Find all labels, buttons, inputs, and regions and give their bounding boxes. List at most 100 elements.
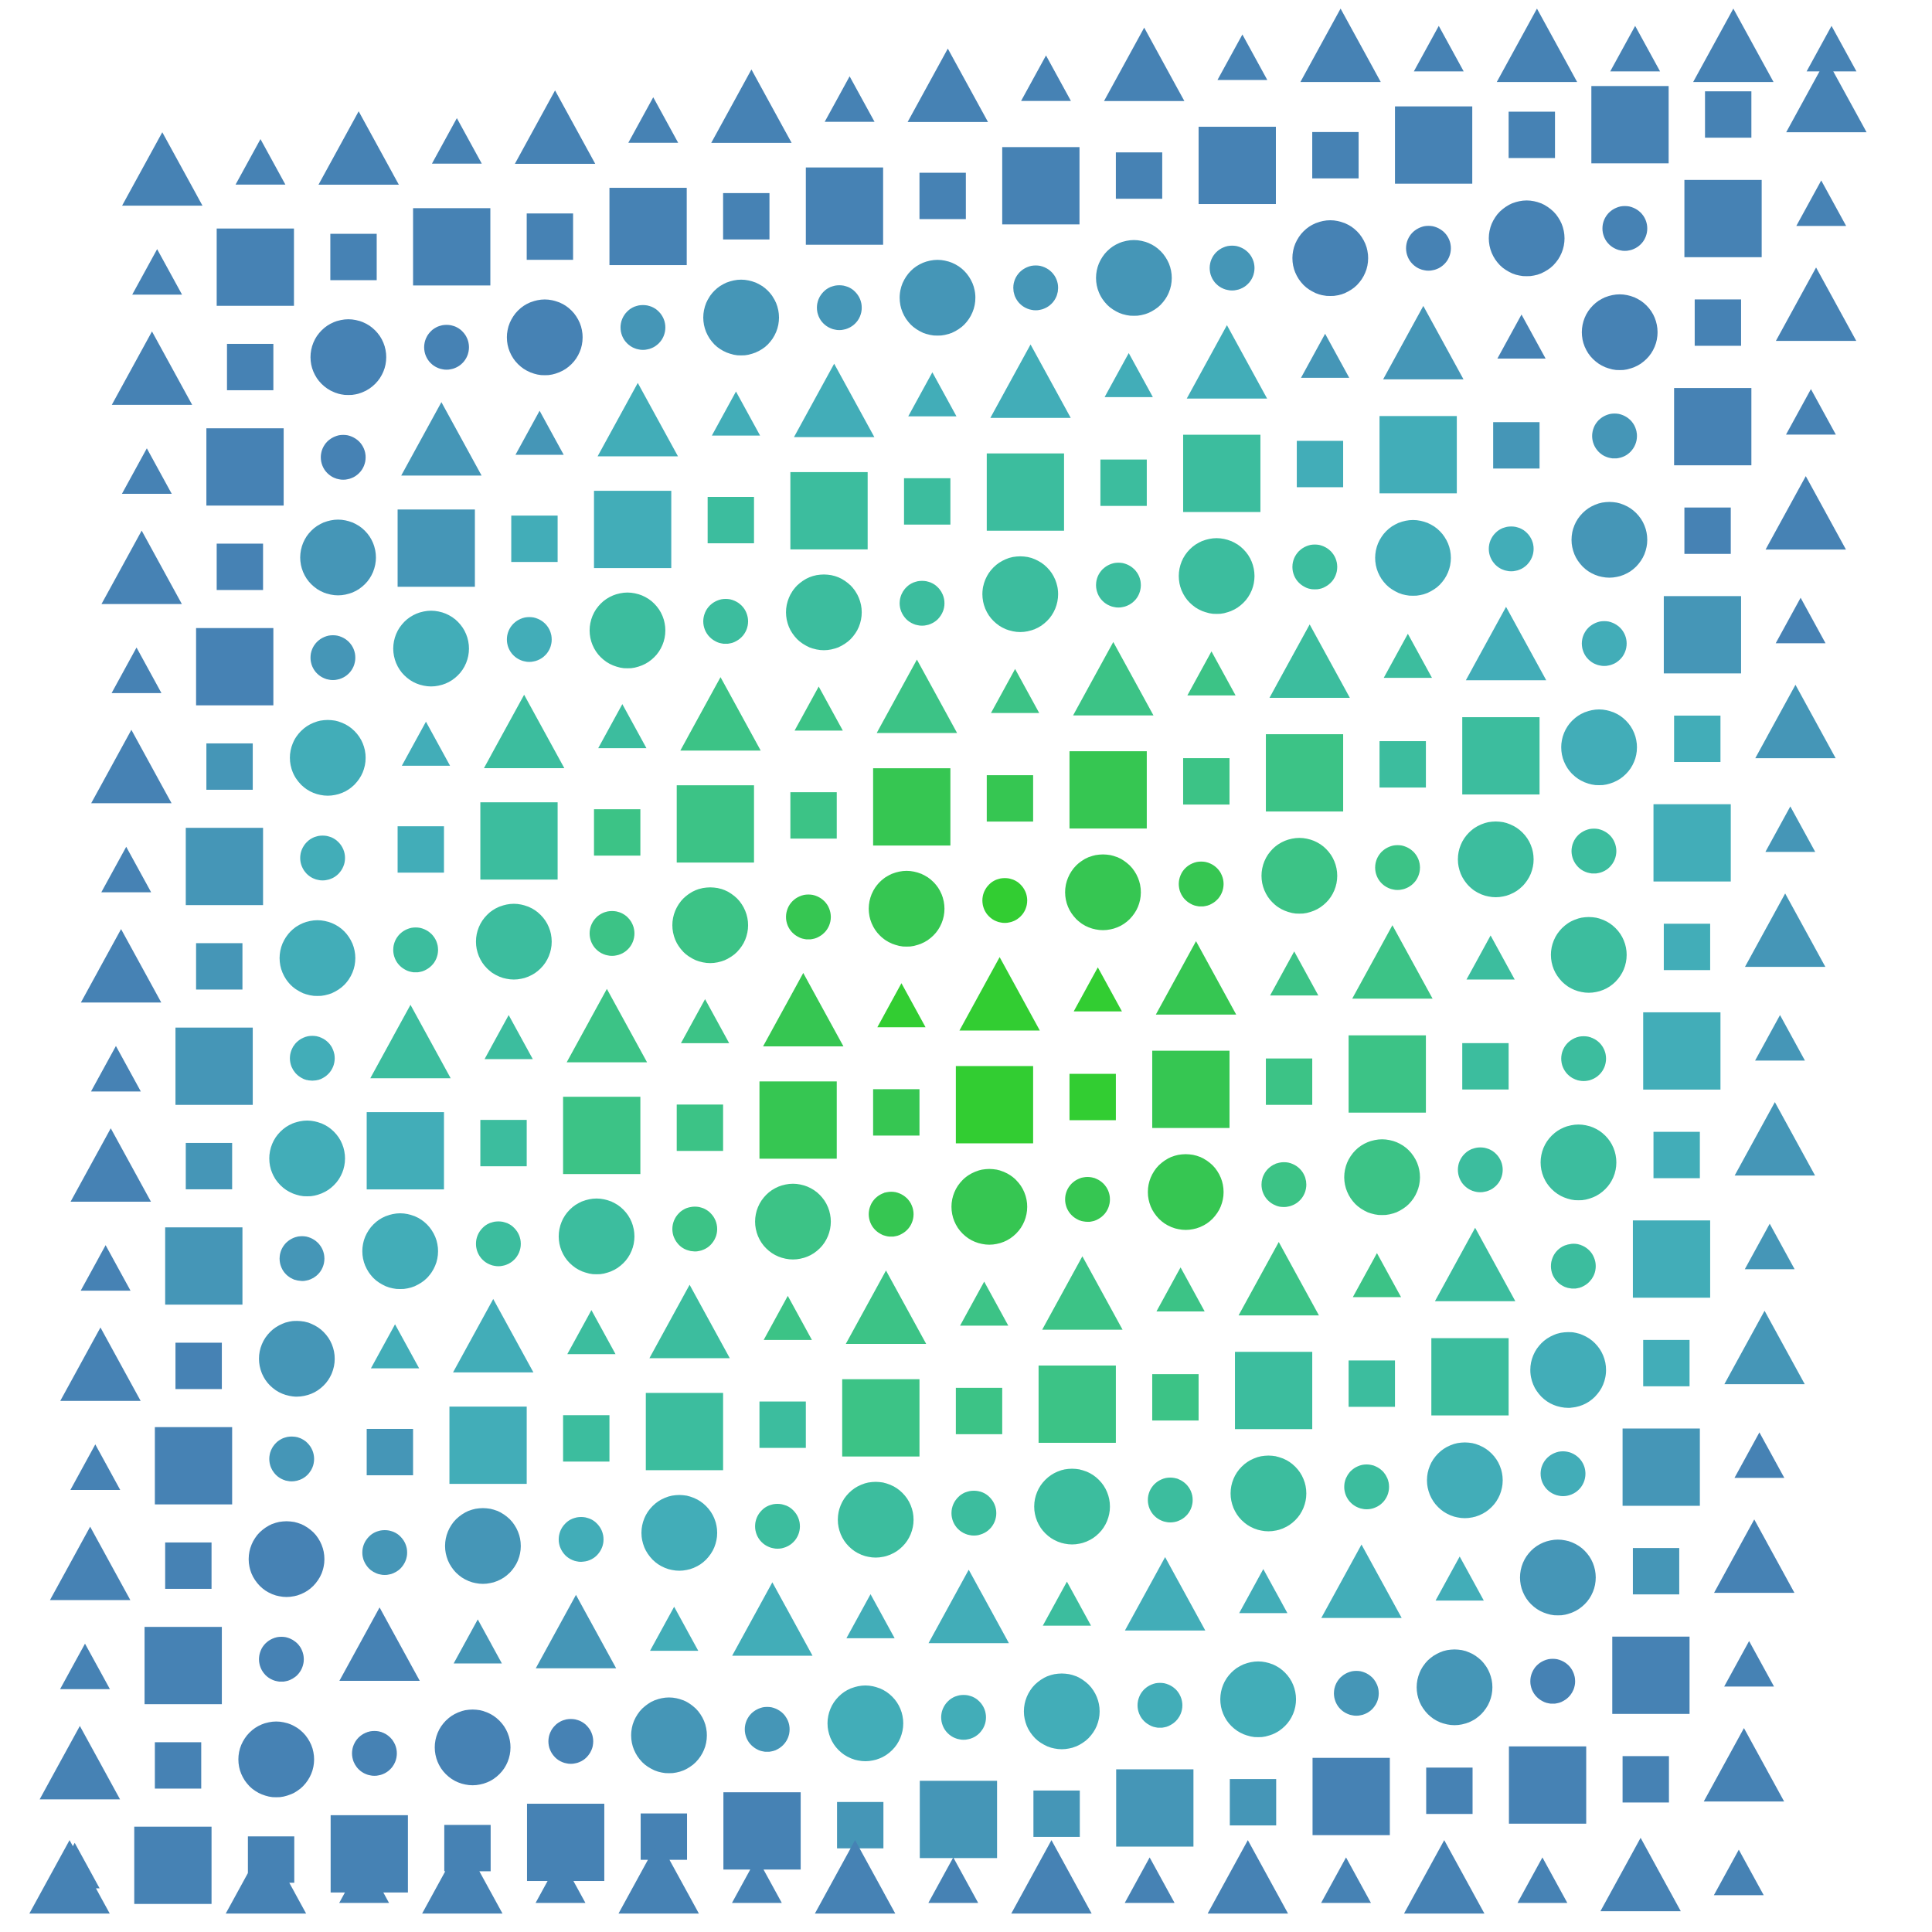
- square-shape: [206, 743, 253, 790]
- triangle-shape: [80, 1245, 131, 1291]
- square-shape: [1674, 388, 1752, 466]
- triangle-shape: [235, 138, 286, 185]
- triangle-shape: [846, 1594, 895, 1638]
- triangle-shape: [1124, 1857, 1175, 1903]
- triangle-shape: [132, 249, 182, 295]
- circle-shape: [362, 1529, 407, 1575]
- square-shape: [1033, 1790, 1080, 1837]
- triangle-shape: [732, 1857, 782, 1903]
- square-shape: [216, 543, 264, 590]
- square-shape: [872, 768, 951, 846]
- triangle-shape: [649, 1284, 730, 1359]
- circle-shape: [1488, 526, 1534, 572]
- circle-shape: [1013, 265, 1059, 311]
- triangle-shape: [453, 1298, 534, 1372]
- triangle-shape: [1321, 1544, 1402, 1618]
- circle-shape: [1571, 502, 1648, 578]
- triangle-shape: [1124, 1556, 1206, 1631]
- square-shape: [563, 1097, 641, 1175]
- circle-shape: [838, 1481, 914, 1558]
- circle-shape: [1137, 1682, 1182, 1728]
- square-shape: [1235, 1352, 1313, 1430]
- triangle-shape: [1713, 1849, 1764, 1896]
- triangle-shape: [1104, 27, 1185, 101]
- triangle-shape: [536, 1857, 586, 1903]
- circle-shape: [869, 1192, 914, 1237]
- triangle-shape: [1300, 9, 1381, 83]
- triangle-shape: [712, 391, 760, 436]
- triangle-shape: [1011, 1840, 1092, 1914]
- circle-shape: [1179, 861, 1224, 906]
- circle-shape: [248, 1521, 325, 1597]
- triangle-shape: [1776, 267, 1856, 342]
- triangle-shape: [1755, 1015, 1805, 1061]
- triangle-shape: [338, 1857, 389, 1903]
- square-shape: [1431, 1338, 1509, 1416]
- triangle-shape: [1745, 893, 1825, 968]
- triangle-shape: [39, 1726, 121, 1800]
- triangle-shape: [60, 1327, 141, 1401]
- triangle-shape: [825, 76, 875, 122]
- square-shape: [145, 1627, 223, 1705]
- square-shape: [1198, 127, 1276, 205]
- square-shape: [1297, 440, 1344, 488]
- triangle-shape: [1497, 315, 1546, 359]
- triangle-shape: [122, 132, 202, 206]
- circle-shape: [269, 1121, 345, 1197]
- square-shape: [723, 192, 770, 240]
- triangle-shape: [90, 1046, 141, 1092]
- triangle-shape: [845, 1270, 927, 1345]
- circle-shape: [506, 617, 552, 662]
- circle-shape: [1023, 1673, 1100, 1750]
- triangle-shape: [1755, 685, 1836, 759]
- circle-shape: [269, 1436, 315, 1481]
- triangle-shape: [226, 1840, 307, 1914]
- triangle-shape: [1352, 925, 1433, 999]
- circle-shape: [1292, 544, 1338, 590]
- circle-shape: [1550, 917, 1627, 993]
- square-shape: [872, 1089, 920, 1136]
- triangle-shape: [1301, 333, 1349, 378]
- circle-shape: [475, 1221, 521, 1267]
- triangle-shape: [70, 1444, 121, 1490]
- circle-shape: [1550, 1243, 1596, 1289]
- square-shape: [1116, 1769, 1194, 1847]
- square-shape: [1694, 299, 1741, 346]
- circle-shape: [982, 556, 1059, 632]
- circle-shape: [310, 319, 386, 396]
- circle-shape: [1519, 1539, 1596, 1616]
- circle-shape: [703, 599, 749, 645]
- triangle-shape: [1765, 806, 1815, 852]
- triangle-shape: [681, 998, 730, 1043]
- square-shape: [155, 1742, 202, 1789]
- square-shape: [1622, 1428, 1700, 1506]
- circle-shape: [1488, 200, 1565, 277]
- square-shape: [955, 1387, 1002, 1434]
- square-shape: [165, 1542, 212, 1589]
- circle-shape: [631, 1697, 707, 1774]
- circle-shape: [900, 260, 976, 336]
- triangle-shape: [111, 647, 162, 693]
- circle-shape: [1148, 1477, 1193, 1522]
- triangle-shape: [960, 1281, 1009, 1326]
- triangle-shape: [1734, 1432, 1784, 1478]
- square-shape: [413, 208, 491, 286]
- triangle-shape: [1187, 651, 1236, 696]
- square-shape: [175, 1027, 253, 1105]
- square-shape: [216, 228, 294, 306]
- triangle-shape: [763, 973, 844, 1047]
- triangle-shape: [990, 344, 1071, 418]
- square-shape: [1230, 1779, 1277, 1826]
- square-shape: [1069, 1073, 1116, 1121]
- triangle-shape: [60, 1643, 111, 1689]
- triangle-shape: [1724, 1311, 1805, 1385]
- circle-shape: [869, 870, 945, 947]
- square-shape: [1462, 717, 1540, 795]
- triangle-shape: [618, 1840, 699, 1914]
- circle-shape: [1065, 1177, 1111, 1223]
- circle-shape: [1209, 245, 1255, 291]
- square-shape: [1038, 1365, 1116, 1443]
- triangle-shape: [959, 957, 1040, 1031]
- triangle-shape: [484, 694, 565, 768]
